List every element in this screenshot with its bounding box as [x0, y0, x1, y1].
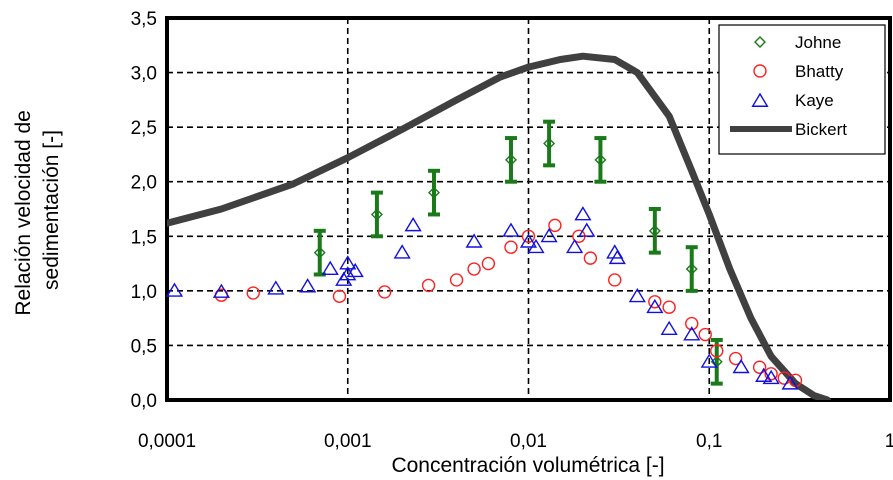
- x-tick-label: 0,0001: [138, 431, 196, 452]
- y-axis-title-line-2: sedimentación [-]: [40, 130, 63, 290]
- y-tick-label: 0,0: [131, 391, 157, 412]
- bhatty-point: [663, 301, 675, 313]
- bhatty-point: [247, 287, 259, 299]
- y-tick-label: 0,5: [131, 336, 157, 357]
- y-tick-label: 1,5: [131, 227, 157, 248]
- x-tick-label: 0,001: [324, 431, 372, 452]
- x-tick-label: 1: [885, 431, 893, 452]
- x-tick-labels: 0,0001 0,001 0,01 0,1 1: [138, 431, 893, 452]
- kaye-point: [300, 279, 315, 291]
- bhatty-point: [609, 274, 621, 286]
- kaye-point: [504, 224, 519, 236]
- legend: Johne Bhatty Kaye Bickert: [719, 25, 885, 154]
- bhatty-point: [468, 263, 480, 275]
- kaye-point: [662, 322, 677, 334]
- kaye-point: [268, 282, 283, 294]
- bhatty-point: [451, 274, 463, 286]
- bhatty-point: [549, 219, 561, 231]
- legend-label: Johne: [795, 33, 841, 52]
- y-tick-label: 2,5: [131, 118, 157, 139]
- bhatty-point: [699, 329, 711, 341]
- bhatty-point: [423, 279, 435, 291]
- y-tick-label: 3,0: [131, 64, 157, 85]
- y-tick-labels: 0,0 0,5 1,0 1,5 2,0 2,5 3,0 3,5: [131, 9, 157, 412]
- kaye-point: [167, 284, 182, 296]
- x-tick-label: 0,1: [696, 431, 722, 452]
- bhatty-point: [482, 258, 494, 270]
- bhatty-point: [754, 361, 766, 373]
- y-axis-title: Relación velocidad de sedimentación [-]: [12, 104, 63, 315]
- kaye-point: [406, 218, 421, 230]
- bhatty-point: [333, 290, 345, 302]
- y-tick-label: 2,0: [131, 173, 157, 194]
- x-tick-label: 0,01: [510, 431, 547, 452]
- y-tick-label: 3,5: [131, 9, 157, 30]
- y-tick-label: 1,0: [131, 282, 157, 303]
- bhatty-point: [505, 241, 517, 253]
- y-axis-title-line-1: Relación velocidad de: [12, 110, 35, 315]
- legend-label: Kaye: [795, 91, 834, 110]
- x-axis-title: Concentración volumétrica [-]: [391, 454, 664, 477]
- marker-layer: [167, 122, 801, 389]
- kaye-point: [323, 262, 338, 274]
- bhatty-point: [379, 286, 391, 298]
- kaye-point: [579, 224, 594, 236]
- kaye-point: [576, 207, 591, 219]
- legend-label: Bhatty: [795, 62, 844, 81]
- kaye-point: [647, 300, 662, 312]
- bhatty-point: [584, 252, 596, 264]
- legend-label: Bickert: [795, 120, 847, 139]
- kaye-point: [395, 246, 410, 258]
